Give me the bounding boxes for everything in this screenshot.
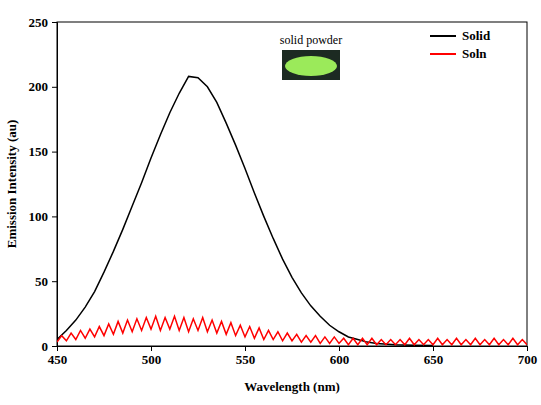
y-tick: 200 bbox=[29, 79, 58, 94]
y-tick-label: 100 bbox=[29, 209, 49, 224]
x-tick: 500 bbox=[142, 346, 162, 367]
series-line bbox=[57, 76, 433, 345]
x-tick: 600 bbox=[330, 346, 350, 367]
legend-swatch bbox=[430, 35, 456, 37]
x-axis-title: Wavelength (nm) bbox=[244, 379, 340, 394]
legend-label: Solid bbox=[462, 28, 491, 43]
x-tick: 650 bbox=[424, 346, 444, 367]
x-tick-mark bbox=[433, 346, 434, 351]
x-tick-label: 550 bbox=[236, 352, 256, 367]
y-tick-mark bbox=[52, 216, 57, 217]
y-tick-label: 50 bbox=[35, 274, 48, 289]
x-tick-label: 450 bbox=[48, 352, 68, 367]
legend: Solid Soln bbox=[430, 28, 491, 61]
legend-swatch bbox=[430, 53, 456, 55]
y-tick: 150 bbox=[29, 144, 58, 159]
chart: 450 500 550 600 650 700 0 50 100 150 200 250 Wavelen… bbox=[0, 0, 541, 405]
x-tick-label: 700 bbox=[518, 352, 538, 367]
y-tick: 250 bbox=[29, 15, 58, 30]
y-tick-mark bbox=[52, 22, 57, 23]
y-axis-line bbox=[52, 23, 58, 347]
y-axis-title: Emission Intensity (au) bbox=[4, 120, 19, 249]
y-tick-label: 150 bbox=[29, 144, 49, 159]
y-tick-label: 200 bbox=[29, 79, 49, 94]
x-tick-label: 500 bbox=[142, 352, 162, 367]
x-tick-mark bbox=[339, 346, 340, 351]
y-tick-mark bbox=[52, 87, 57, 88]
inset-background bbox=[282, 50, 340, 80]
y-tick: 0 bbox=[42, 339, 58, 354]
x-tick: 550 bbox=[236, 346, 256, 367]
inset-image bbox=[282, 50, 340, 80]
inset-label: solid powder bbox=[280, 33, 342, 47]
x-tick-mark bbox=[527, 346, 528, 351]
series-line bbox=[57, 316, 527, 345]
y-tick-mark bbox=[52, 152, 57, 153]
y-tick-mark bbox=[52, 346, 57, 347]
plot-area bbox=[57, 76, 527, 345]
y-tick-mark bbox=[52, 281, 57, 282]
x-tick: 700 bbox=[518, 346, 538, 367]
legend-label: Soln bbox=[462, 46, 487, 61]
x-tick-mark bbox=[245, 346, 246, 351]
x-axis: 450 500 550 600 650 700 bbox=[48, 346, 538, 367]
y-tick-label: 250 bbox=[29, 15, 49, 30]
x-tick-mark bbox=[151, 346, 152, 351]
plot-frame bbox=[57, 22, 527, 346]
x-axis-line bbox=[58, 347, 528, 352]
x-tick-label: 650 bbox=[424, 352, 444, 367]
x-tick: 450 bbox=[48, 346, 68, 367]
y-tick-label: 0 bbox=[42, 339, 49, 354]
y-axis: 0 50 100 150 200 250 bbox=[29, 15, 58, 354]
y-tick: 100 bbox=[29, 209, 58, 224]
inset-powder bbox=[285, 56, 337, 76]
y-tick: 50 bbox=[35, 274, 57, 289]
x-tick-label: 600 bbox=[330, 352, 350, 367]
